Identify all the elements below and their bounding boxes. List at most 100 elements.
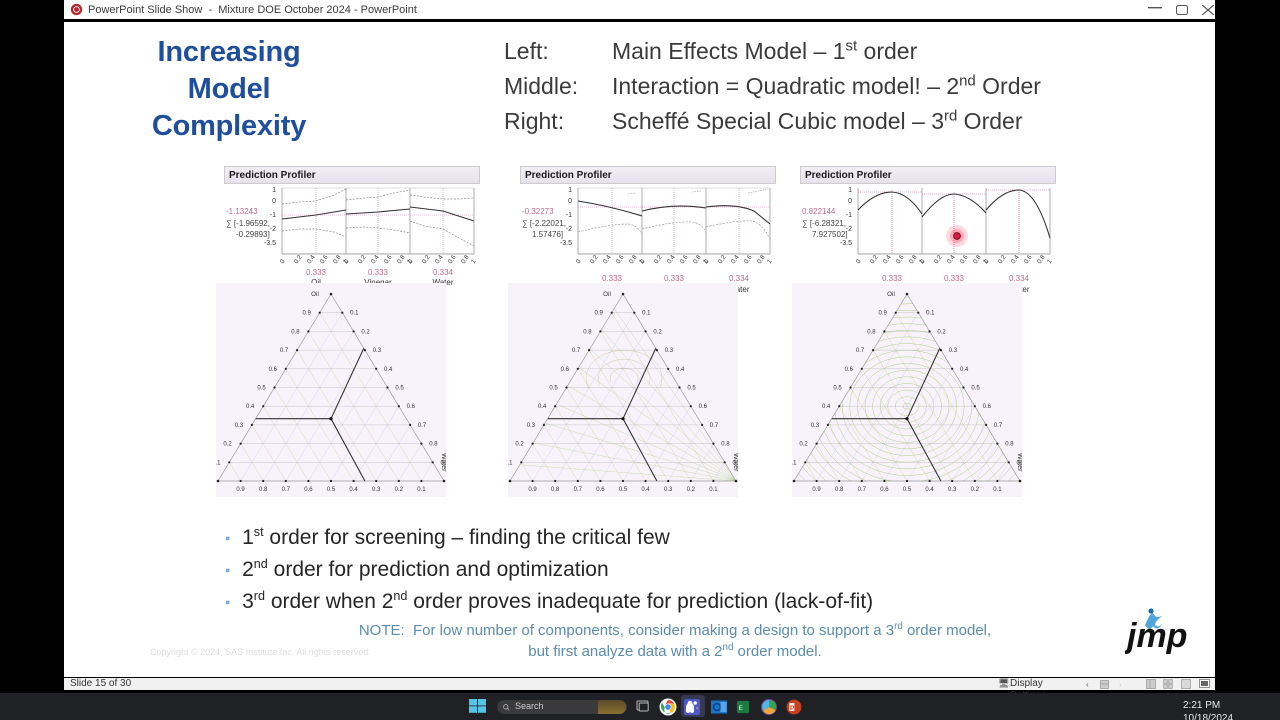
svg-text:0.4: 0.4 xyxy=(946,254,957,266)
svg-text:‹: ‹ xyxy=(1086,680,1089,688)
svg-text:0.2: 0.2 xyxy=(933,254,944,266)
svg-text:0.8: 0.8 xyxy=(551,487,560,493)
svg-text:0.334: 0.334 xyxy=(1009,274,1030,283)
svg-text:0.8: 0.8 xyxy=(460,254,471,266)
svg-text:0: 0 xyxy=(568,198,572,205)
svg-text:0.3: 0.3 xyxy=(373,348,382,354)
svg-text:0.8: 0.8 xyxy=(259,487,268,493)
svg-text:0.6: 0.6 xyxy=(383,254,394,266)
svg-text:∑ [-1.96592,: ∑ [-1.96592, xyxy=(226,219,270,228)
svg-text:0.6: 0.6 xyxy=(407,404,416,410)
svg-text:0: 0 xyxy=(279,258,287,265)
svg-text:0.6: 0.6 xyxy=(319,254,330,266)
svg-text:0.4: 0.4 xyxy=(384,367,393,373)
svg-text:0.2: 0.2 xyxy=(589,254,600,266)
svg-text:0.4: 0.4 xyxy=(666,254,677,266)
svg-text:0.4: 0.4 xyxy=(925,487,934,493)
svg-text:∑ [-6.28321,: ∑ [-6.28321, xyxy=(802,219,846,228)
svg-text:0.3: 0.3 xyxy=(811,423,820,429)
svg-text:0.2: 0.2 xyxy=(799,442,808,448)
svg-text:0: 0 xyxy=(703,258,711,265)
svg-text:0.4: 0.4 xyxy=(538,404,547,410)
svg-text:0.5: 0.5 xyxy=(971,386,980,392)
svg-text:0.8: 0.8 xyxy=(972,254,983,266)
svg-text:0.8: 0.8 xyxy=(692,254,703,266)
svg-text:0.5: 0.5 xyxy=(549,386,558,392)
svg-text:0.4: 0.4 xyxy=(960,367,969,373)
svg-text:0.3: 0.3 xyxy=(372,487,381,493)
svg-text:0.8: 0.8 xyxy=(721,442,730,448)
svg-text:0.2: 0.2 xyxy=(357,254,368,266)
svg-text:0.1: 0.1 xyxy=(216,460,221,466)
svg-text:Oil: Oil xyxy=(311,291,319,298)
svg-text:0: 0 xyxy=(343,258,351,265)
svg-text:0.6: 0.6 xyxy=(679,254,690,266)
svg-text:0.7: 0.7 xyxy=(418,423,427,429)
svg-text:7.927502]: 7.927502] xyxy=(812,230,848,239)
svg-text:0.2: 0.2 xyxy=(869,254,880,266)
svg-text:0.6: 0.6 xyxy=(699,404,708,410)
svg-text:0.4: 0.4 xyxy=(602,254,613,266)
svg-text:0.2: 0.2 xyxy=(653,254,664,266)
svg-text:0.9: 0.9 xyxy=(236,487,245,493)
svg-text:0.5: 0.5 xyxy=(257,386,266,392)
svg-text:0.8: 0.8 xyxy=(583,329,592,335)
svg-text:0.8: 0.8 xyxy=(332,254,343,266)
svg-text:0.4: 0.4 xyxy=(306,254,317,266)
svg-text:0.2: 0.2 xyxy=(653,329,662,335)
svg-text:0.8: 0.8 xyxy=(628,254,639,266)
svg-text:0.7: 0.7 xyxy=(994,423,1003,429)
svg-text:0.822144: 0.822144 xyxy=(802,207,836,216)
svg-text:1.57476]: 1.57476] xyxy=(532,230,563,239)
svg-text:0.7: 0.7 xyxy=(856,348,865,354)
svg-text:0.6: 0.6 xyxy=(561,367,570,373)
svg-text:Oil: Oil xyxy=(887,291,895,298)
svg-text:0: 0 xyxy=(919,258,927,265)
svg-text:0.7: 0.7 xyxy=(858,487,867,493)
svg-text:0.8: 0.8 xyxy=(396,254,407,266)
svg-text:0.5: 0.5 xyxy=(395,386,404,392)
svg-text:-1: -1 xyxy=(846,212,852,219)
svg-text:Water: Water xyxy=(440,453,446,472)
svg-text:0.6: 0.6 xyxy=(269,367,278,373)
svg-text:0.7: 0.7 xyxy=(574,487,583,493)
svg-text:0.8: 0.8 xyxy=(1005,442,1014,448)
svg-text:1: 1 xyxy=(848,187,852,194)
svg-text:Oil: Oil xyxy=(603,291,611,298)
svg-text:0.4: 0.4 xyxy=(370,254,381,266)
svg-text:0.6: 0.6 xyxy=(845,367,854,373)
svg-text:0.4: 0.4 xyxy=(246,404,255,410)
svg-text:0.2: 0.2 xyxy=(971,487,980,493)
svg-text:1: 1 xyxy=(766,258,774,265)
svg-text:0.9: 0.9 xyxy=(528,487,537,493)
svg-text:0.333: 0.333 xyxy=(664,274,685,283)
svg-text:1: 1 xyxy=(568,187,572,194)
svg-text:0.5: 0.5 xyxy=(903,487,912,493)
svg-text:0.5: 0.5 xyxy=(327,487,336,493)
svg-text:0.4: 0.4 xyxy=(822,404,831,410)
svg-text:0.1: 0.1 xyxy=(350,311,359,317)
svg-text:0.333: 0.333 xyxy=(306,268,327,277)
svg-text:-2: -2 xyxy=(846,226,852,233)
svg-text:Water: Water xyxy=(1016,453,1022,472)
svg-text:0.6: 0.6 xyxy=(447,254,458,266)
svg-text:0.1: 0.1 xyxy=(993,487,1002,493)
svg-text:0.2: 0.2 xyxy=(293,254,304,266)
svg-text:0.4: 0.4 xyxy=(730,254,741,266)
svg-text:1: 1 xyxy=(272,187,276,194)
svg-text:0.333: 0.333 xyxy=(944,274,965,283)
svg-text:0.2: 0.2 xyxy=(361,329,370,335)
svg-text:0.5: 0.5 xyxy=(619,487,628,493)
svg-text:0.6: 0.6 xyxy=(983,404,992,410)
svg-text:-1: -1 xyxy=(566,212,572,219)
svg-text:-0.29893]: -0.29893] xyxy=(236,230,270,239)
svg-text:-3.5: -3.5 xyxy=(560,240,572,247)
svg-text:∑ [-2.22021,: ∑ [-2.22021, xyxy=(522,219,566,228)
svg-text:0.2: 0.2 xyxy=(937,329,946,335)
svg-text:0.2: 0.2 xyxy=(997,254,1008,266)
svg-text:E: E xyxy=(739,705,743,712)
svg-text:0.7: 0.7 xyxy=(572,348,581,354)
svg-text:0.3: 0.3 xyxy=(235,423,244,429)
svg-text:-3.5: -3.5 xyxy=(264,240,276,247)
svg-text:1: 1 xyxy=(1046,258,1054,265)
